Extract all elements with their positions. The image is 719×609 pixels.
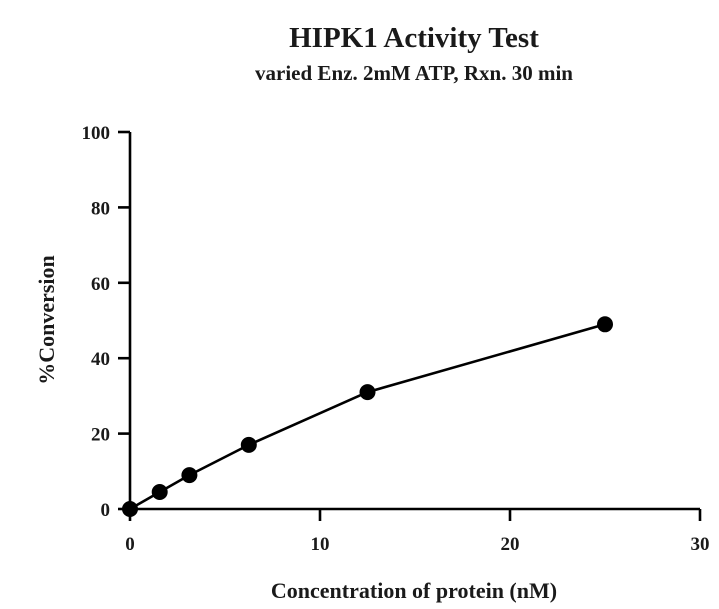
y-tick-label: 20 — [91, 425, 110, 446]
series-line — [129, 323, 606, 511]
data-point — [181, 467, 198, 484]
x-tick-label: 0 — [125, 534, 135, 555]
data-point — [240, 436, 257, 453]
y-tick-label: 0 — [101, 500, 111, 521]
plot-area: 0 10 20 30 0 20 40 60 80 100 — [82, 123, 710, 555]
x-tick-label: 10 — [311, 534, 330, 555]
data-point — [359, 384, 376, 401]
data-point — [122, 501, 138, 517]
x-ticks: 0 10 20 30 — [125, 509, 710, 555]
y-axis-label: %Conversion — [34, 255, 59, 385]
y-tick-label: 100 — [82, 123, 111, 144]
x-axis-label: Concentration of protein (nM) — [271, 578, 557, 603]
x-tick-label: 30 — [691, 534, 710, 555]
y-tick-label: 60 — [91, 274, 110, 295]
data-point — [151, 484, 168, 500]
chart-title: HIPK1 Activity Test — [289, 22, 539, 54]
y-tick-label: 40 — [91, 349, 110, 370]
y-tick-label: 80 — [91, 198, 110, 219]
y-ticks: 0 20 40 60 80 100 — [82, 123, 130, 521]
data-points — [122, 316, 613, 517]
data-point — [597, 316, 613, 333]
chart-subtitle: varied Enz. 2mM ATP, Rxn. 30 min — [255, 61, 573, 85]
x-tick-label: 20 — [501, 534, 520, 555]
